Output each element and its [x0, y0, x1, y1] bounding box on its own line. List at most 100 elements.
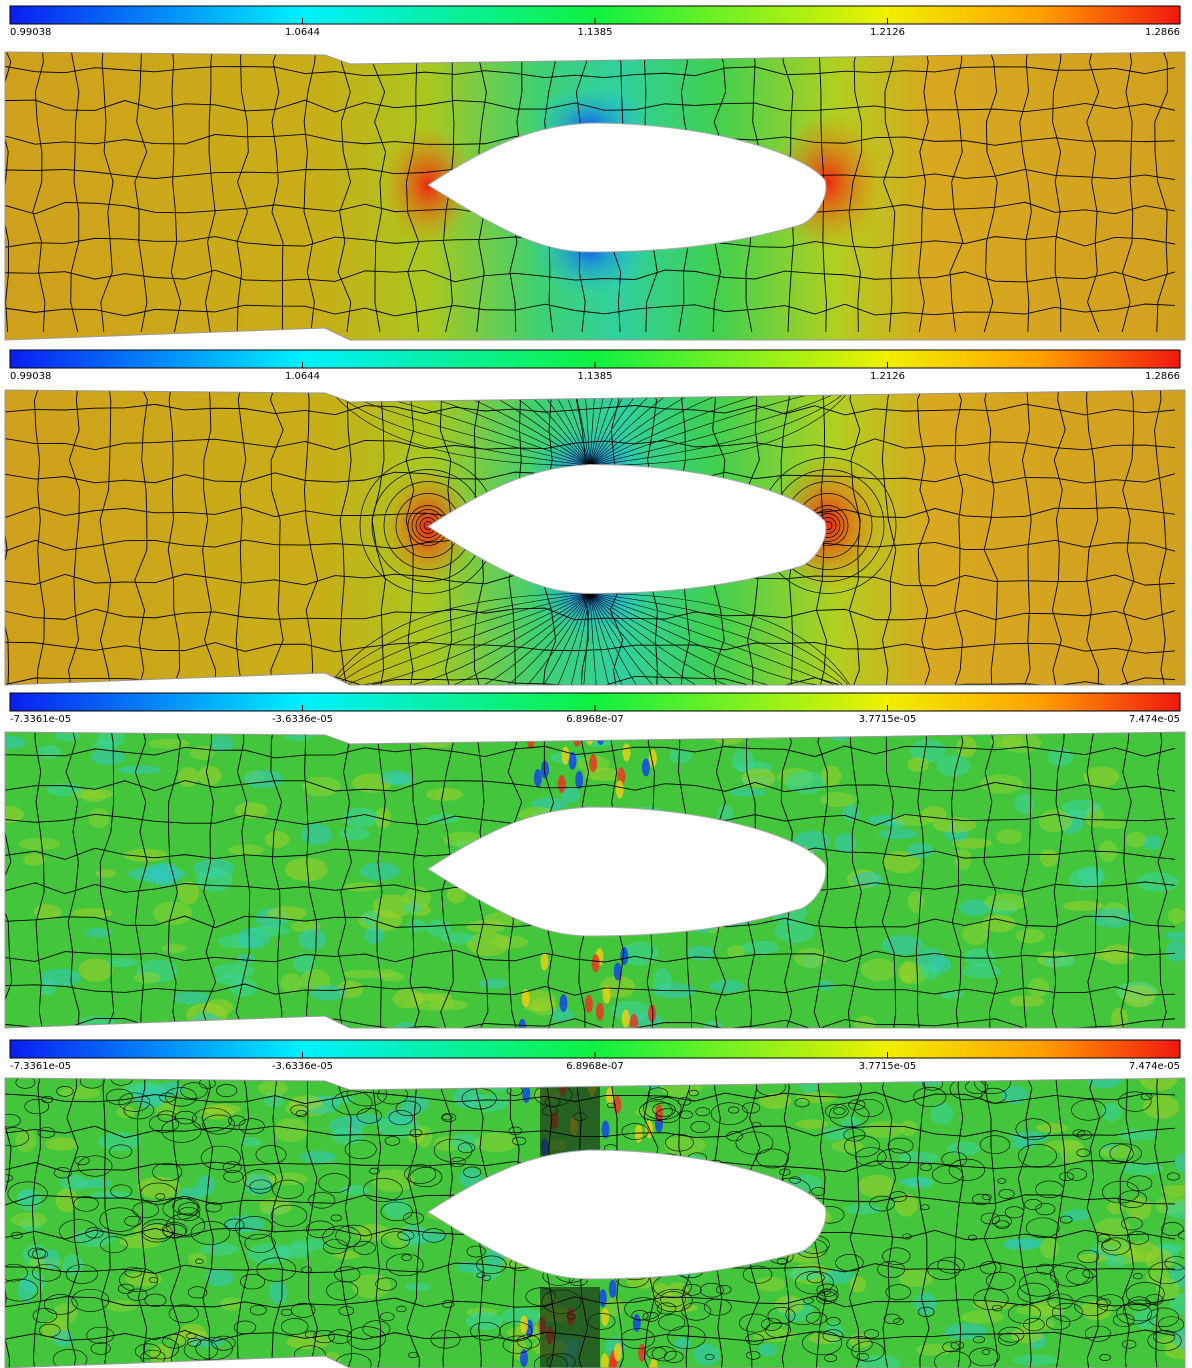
mesh-line: [5, 607, 1176, 621]
contour: [37, 1127, 56, 1138]
blob: [55, 1188, 78, 1213]
contour: [470, 1321, 501, 1341]
contour: [1145, 1294, 1164, 1306]
contour: [472, 1078, 491, 1089]
blob: [1111, 1007, 1128, 1028]
blob: [405, 1282, 431, 1291]
blob: [1169, 1293, 1185, 1315]
field-outline: [4, 389, 1186, 686]
colorbar-label: 7.474e-05: [1129, 714, 1180, 725]
contour: [357, 390, 591, 466]
contour: [515, 593, 591, 685]
contour: [589, 390, 636, 466]
mesh-line: [167, 390, 180, 685]
mesh-line: [205, 52, 216, 333]
blob: [540, 952, 549, 971]
mesh-line: [1119, 1078, 1135, 1368]
blob: [330, 1127, 365, 1145]
contour: [1077, 1249, 1100, 1264]
mesh-line: [5, 1329, 1176, 1342]
blob: [860, 958, 897, 982]
panel: -7.3361e-05 -3.6336e-05 6.8968e-07 3.7715e-…: [4, 1039, 1186, 1368]
blob: [613, 962, 622, 981]
blob: [1004, 1237, 1046, 1249]
mesh-line: [1154, 1078, 1168, 1368]
blob: [171, 991, 211, 1005]
mesh-line: [306, 1078, 318, 1368]
blob: [1174, 1153, 1185, 1172]
blob: [907, 757, 929, 772]
contour: [646, 1347, 667, 1360]
blob: [105, 957, 139, 968]
blob: [561, 787, 580, 803]
colorbar-label: 0.99038: [10, 371, 51, 382]
blob: [18, 837, 61, 851]
mesh-line: [99, 390, 114, 685]
contour: [991, 1304, 1003, 1312]
contour: [869, 1195, 895, 1212]
mesh-line: [202, 732, 217, 1028]
contour: [32, 1308, 58, 1324]
blob: [1042, 955, 1075, 968]
contour: [991, 1215, 1012, 1228]
contour: [65, 1264, 98, 1284]
blob: [1076, 1253, 1109, 1263]
contour: [401, 1254, 412, 1261]
blob: [279, 1016, 322, 1028]
contour: [396, 1305, 407, 1313]
contour: [1045, 1315, 1071, 1331]
mesh-line: [1154, 52, 1168, 333]
mesh-line: [5, 732, 13, 1028]
colorbar-label: -3.6336e-05: [272, 1061, 333, 1072]
blob: [285, 857, 328, 882]
contour: [824, 1103, 849, 1119]
contour: [134, 1343, 161, 1360]
blob: [106, 1300, 137, 1312]
contour: [589, 390, 851, 466]
blob: [1013, 1354, 1057, 1366]
airfoil: [427, 806, 827, 937]
blob: [17, 1279, 35, 1303]
blob: [1101, 1102, 1122, 1122]
contour: [682, 1283, 702, 1296]
contour: [10, 1231, 23, 1239]
mesh-line: [236, 1078, 250, 1368]
blob: [124, 1271, 162, 1287]
blob: [1091, 908, 1134, 928]
contour: [339, 1078, 354, 1087]
blob: [280, 973, 303, 994]
contour: [395, 1100, 421, 1117]
contour: [833, 1107, 846, 1115]
contour: [476, 1255, 507, 1275]
blob: [204, 999, 234, 1016]
contour: [380, 1201, 413, 1222]
blob: [33, 903, 62, 920]
blob: [259, 1359, 289, 1368]
blob: [632, 1313, 641, 1332]
blob: [741, 941, 780, 954]
blob: [15, 1128, 37, 1153]
mesh-line: [915, 732, 927, 1028]
blob: [351, 1274, 392, 1299]
blob: [466, 1094, 510, 1113]
blob: [38, 968, 82, 987]
blob: [78, 958, 113, 982]
blob: [426, 919, 452, 937]
contour: [710, 1102, 748, 1125]
mesh-line: [881, 1078, 897, 1368]
contour: [481, 1274, 492, 1281]
blob: [557, 774, 566, 793]
contour: [688, 1089, 699, 1097]
contour: [1121, 1339, 1137, 1349]
blob: [59, 1174, 88, 1192]
contour: [516, 1334, 540, 1349]
blob: [1038, 809, 1073, 833]
blob: [478, 978, 509, 989]
contour: [486, 390, 591, 466]
blob: [595, 1002, 604, 1021]
contour: [647, 1087, 669, 1100]
contour: [15, 1078, 36, 1089]
contour: [1098, 1142, 1134, 1164]
contour: [331, 390, 591, 466]
